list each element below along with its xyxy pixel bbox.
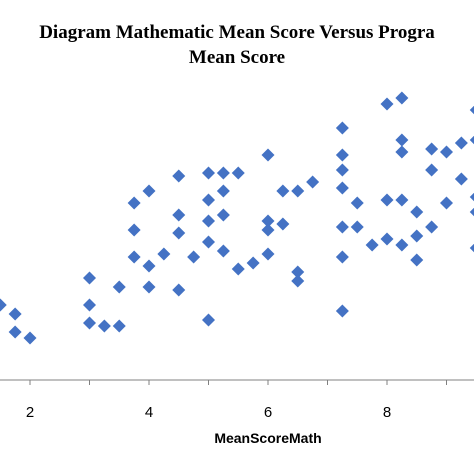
data-point (157, 247, 171, 261)
data-point (365, 238, 379, 252)
x-tick-label: 4 (145, 404, 153, 421)
data-point (395, 91, 409, 105)
data-point (261, 247, 275, 261)
data-point (469, 192, 474, 202)
data-point (306, 175, 320, 189)
data-point (127, 250, 141, 264)
data-point (395, 145, 409, 159)
data-point (216, 166, 230, 180)
data-point (97, 319, 111, 333)
chart-title-line-1: Diagram Mathematic Mean Score Versus Pro… (39, 22, 435, 43)
data-point (202, 166, 215, 180)
data-point (231, 166, 245, 180)
data-point (350, 196, 364, 210)
data-point (231, 262, 245, 276)
data-point (291, 265, 305, 279)
data-point (395, 238, 409, 252)
data-point (469, 243, 474, 253)
data-point (380, 97, 394, 111)
chart-title-line-2: Mean Score (189, 47, 285, 68)
data-point (172, 283, 186, 297)
data-point (23, 331, 37, 345)
data-point (261, 223, 275, 237)
data-point (112, 280, 126, 294)
data-point (142, 259, 156, 273)
data-point (425, 220, 439, 234)
x-tick-label: 8 (383, 404, 391, 421)
data-point (291, 274, 305, 288)
data-point (454, 172, 468, 186)
data-point (202, 313, 215, 327)
x-tick-label: 2 (26, 404, 34, 421)
data-point (172, 208, 186, 222)
data-point (380, 193, 394, 207)
data-point (425, 163, 439, 177)
data-point (335, 250, 349, 264)
data-point (127, 196, 141, 210)
data-points (0, 91, 474, 345)
data-point (395, 193, 409, 207)
data-point (410, 205, 424, 219)
data-point (112, 319, 126, 333)
data-point (216, 244, 230, 258)
data-point (8, 307, 22, 321)
x-axis: 2 4 6 8 (0, 379, 474, 421)
data-point (83, 316, 96, 330)
data-point (469, 207, 474, 217)
data-point (335, 148, 349, 162)
data-point (395, 133, 409, 147)
data-point (335, 121, 349, 135)
data-point (291, 184, 305, 198)
data-point (142, 280, 156, 294)
data-point (410, 229, 424, 243)
data-point (0, 298, 7, 312)
data-point (83, 298, 96, 312)
data-point (8, 325, 22, 339)
data-point (216, 208, 230, 222)
data-point (202, 214, 215, 228)
data-point (216, 184, 230, 198)
data-point (142, 184, 156, 198)
data-point (83, 271, 96, 285)
data-point (335, 220, 349, 234)
data-point (276, 217, 290, 231)
data-point (454, 136, 468, 150)
data-point (425, 142, 439, 156)
data-point (172, 226, 186, 240)
data-point (440, 196, 453, 210)
data-point (127, 223, 141, 237)
data-point (261, 214, 275, 228)
data-point (276, 184, 290, 198)
data-point (380, 232, 394, 246)
data-point (187, 250, 201, 264)
data-point (440, 145, 453, 159)
data-point (335, 163, 349, 177)
x-tick-label: 6 (264, 404, 272, 421)
data-point (335, 304, 349, 318)
data-point (202, 235, 215, 249)
data-point (246, 256, 260, 270)
data-point (335, 181, 349, 195)
data-point (172, 169, 186, 183)
data-point (469, 135, 474, 145)
data-point (469, 105, 474, 115)
data-point (202, 193, 215, 207)
data-point (410, 253, 424, 267)
data-point (350, 220, 364, 234)
x-axis-label: MeanScoreMath (214, 430, 321, 446)
data-point (261, 148, 275, 162)
